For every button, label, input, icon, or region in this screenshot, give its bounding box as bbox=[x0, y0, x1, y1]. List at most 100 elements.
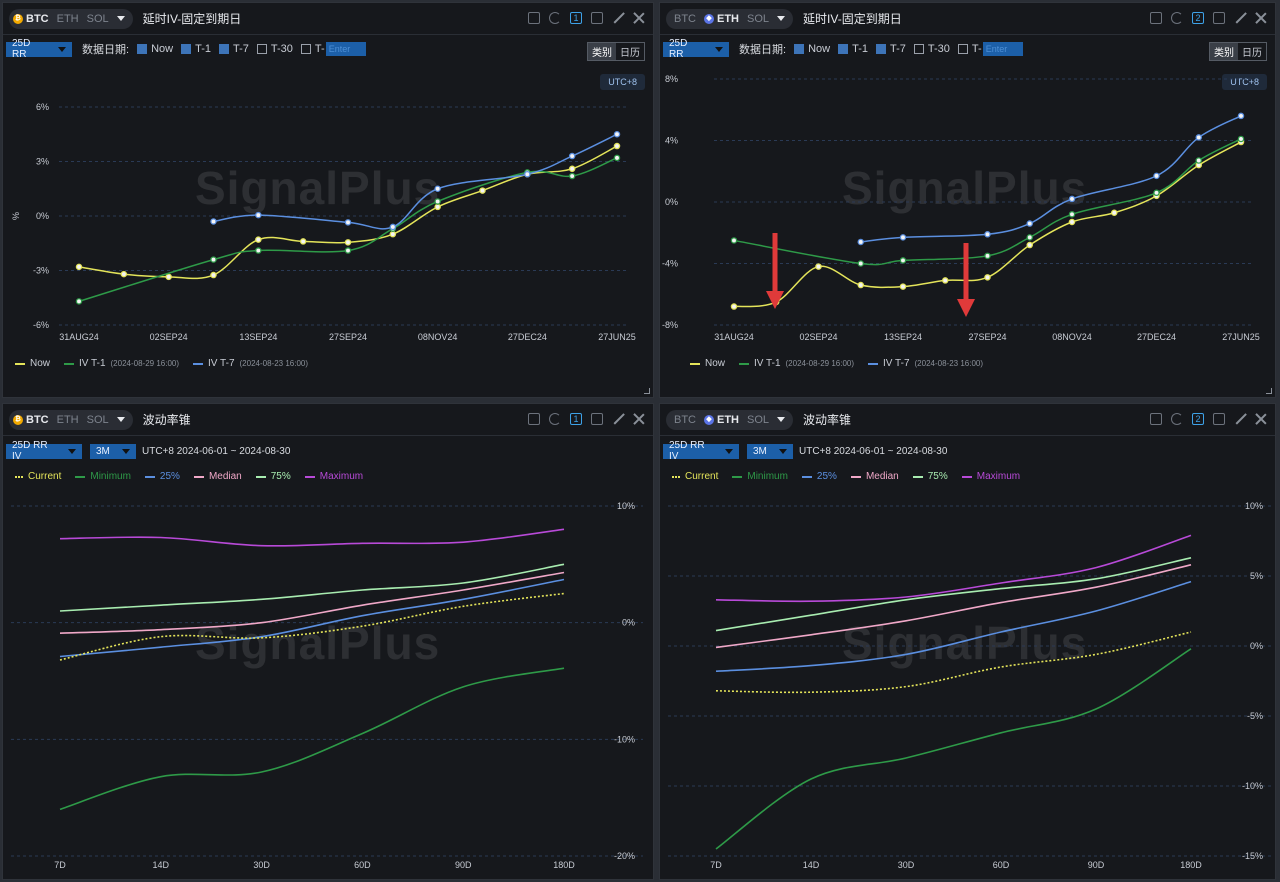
toggle-category[interactable]: 类别 bbox=[1210, 43, 1238, 60]
t-custom-input[interactable]: Enter bbox=[325, 42, 366, 56]
checkbox[interactable] bbox=[957, 44, 968, 54]
checkbox[interactable] bbox=[256, 44, 267, 54]
checkbox[interactable] bbox=[181, 44, 192, 54]
checkbox[interactable] bbox=[838, 44, 849, 54]
check-now[interactable]: Now bbox=[137, 43, 173, 55]
coin-eth[interactable]: ◆ ETH bbox=[704, 414, 739, 426]
panel-number[interactable]: 2 bbox=[1192, 12, 1204, 24]
export-icon[interactable] bbox=[528, 12, 540, 24]
check-t7[interactable]: T-7 bbox=[218, 43, 249, 55]
checkbox[interactable] bbox=[875, 44, 886, 54]
check-t-custom[interactable]: T- bbox=[300, 43, 325, 55]
legend-item[interactable]: 25% bbox=[801, 471, 837, 482]
coin-switcher[interactable]: BTC ◆ ETH SOL bbox=[666, 409, 794, 430]
legend-item[interactable]: IV T-7 (2024-08-23 16:00) bbox=[868, 358, 983, 369]
legend-item[interactable]: Now bbox=[690, 358, 725, 369]
coin-sol[interactable]: SOL bbox=[747, 413, 770, 426]
data-point bbox=[299, 238, 307, 245]
refresh-icon[interactable] bbox=[549, 12, 561, 24]
check-t7[interactable]: T-7 bbox=[875, 43, 906, 55]
y-tick-label: 6% bbox=[36, 102, 49, 112]
legend-item[interactable]: Maximum bbox=[304, 471, 363, 482]
toggle-calendar[interactable]: 日历 bbox=[1242, 48, 1262, 59]
panel-number[interactable]: 1 bbox=[570, 12, 582, 24]
coin-btc[interactable]: BTC bbox=[674, 12, 696, 25]
legend-item[interactable]: Now bbox=[15, 358, 50, 369]
legend-item[interactable]: Median bbox=[850, 471, 899, 482]
metric-select[interactable]: 25D RR IV bbox=[663, 440, 739, 462]
toggle-category[interactable]: 类别 bbox=[588, 43, 616, 60]
export-icon[interactable] bbox=[1150, 413, 1162, 425]
legend-swatch bbox=[868, 362, 879, 365]
legend-item[interactable]: IV T-1 (2024-08-29 16:00) bbox=[739, 358, 854, 369]
resize-handle[interactable] bbox=[644, 388, 650, 394]
legend-item[interactable]: 75% bbox=[255, 471, 291, 482]
metric-select[interactable]: 25D RR IV bbox=[6, 440, 82, 462]
check-t30[interactable]: T-30 bbox=[913, 43, 950, 55]
export-icon[interactable] bbox=[1150, 12, 1162, 24]
metric-select[interactable]: 25D RR bbox=[663, 38, 729, 60]
legend-item[interactable]: Median bbox=[193, 471, 242, 482]
coin-sol[interactable]: SOL bbox=[86, 12, 109, 25]
t-custom-input[interactable]: Enter bbox=[982, 42, 1023, 56]
legend-item[interactable]: IV T-1 (2024-08-29 16:00) bbox=[64, 358, 179, 369]
export-icon[interactable] bbox=[528, 413, 540, 425]
coin-eth[interactable]: ETH bbox=[56, 413, 79, 426]
legend-swatch bbox=[732, 475, 743, 478]
metric-select[interactable]: 25D RR bbox=[6, 38, 72, 60]
panel-number[interactable]: 1 bbox=[570, 413, 582, 425]
checkbox[interactable] bbox=[137, 44, 148, 54]
coin-btc[interactable]: ₿ BTC bbox=[13, 414, 49, 426]
data-point bbox=[1153, 172, 1160, 180]
refresh-icon[interactable] bbox=[1171, 413, 1183, 425]
resize-handle[interactable] bbox=[1266, 388, 1272, 394]
coin-switcher[interactable]: BTC ◆ ETH SOL bbox=[666, 8, 794, 29]
check-t1[interactable]: T-1 bbox=[838, 43, 868, 55]
legend-item[interactable]: Minimum bbox=[732, 471, 788, 482]
panel-number[interactable]: 2 bbox=[1192, 413, 1204, 425]
copy-icon[interactable] bbox=[591, 12, 603, 24]
period-select[interactable]: 3M bbox=[90, 443, 136, 459]
legend-swatch bbox=[304, 475, 315, 478]
legend-item[interactable]: Current bbox=[15, 471, 61, 482]
coin-sol[interactable]: SOL bbox=[86, 413, 109, 426]
checkbox[interactable] bbox=[913, 44, 924, 54]
legend-item[interactable]: Maximum bbox=[961, 471, 1020, 482]
legend-item[interactable]: IV T-7 (2024-08-23 16:00) bbox=[193, 358, 308, 369]
coin-btc[interactable]: BTC bbox=[674, 413, 696, 426]
copy-icon[interactable] bbox=[1213, 12, 1225, 24]
copy-icon[interactable] bbox=[1213, 413, 1225, 425]
copy-icon[interactable] bbox=[591, 413, 603, 425]
checkbox[interactable] bbox=[218, 44, 229, 54]
legend-item[interactable]: 25% bbox=[144, 471, 180, 482]
checkbox[interactable] bbox=[794, 44, 805, 54]
panel-title: 波动率锥 bbox=[142, 413, 191, 427]
view-toggle[interactable]: 类别 日历 bbox=[587, 42, 645, 61]
legend-item[interactable]: 75% bbox=[912, 471, 948, 482]
chevron-down-icon[interactable] bbox=[116, 16, 125, 21]
period-select[interactable]: 3M bbox=[747, 443, 793, 459]
chevron-down-icon[interactable] bbox=[777, 16, 786, 21]
coin-switcher[interactable]: ₿ BTC ETH SOL bbox=[9, 409, 133, 430]
check-t30[interactable]: T-30 bbox=[256, 43, 293, 55]
coin-eth[interactable]: ETH bbox=[56, 12, 79, 25]
chevron-down-icon[interactable] bbox=[777, 417, 786, 422]
check-now[interactable]: Now bbox=[794, 43, 830, 55]
x-tick-label: 30D bbox=[898, 860, 915, 870]
legend-item[interactable]: Current bbox=[672, 471, 718, 482]
legend-swatch bbox=[144, 475, 155, 478]
checkbox[interactable] bbox=[300, 44, 311, 54]
refresh-icon[interactable] bbox=[549, 413, 561, 425]
legend-label: Now bbox=[30, 358, 51, 369]
legend-item[interactable]: Minimum bbox=[75, 471, 131, 482]
coin-sol[interactable]: SOL bbox=[747, 12, 770, 25]
view-toggle[interactable]: 类别 日历 bbox=[1209, 42, 1267, 61]
check-t-custom[interactable]: T- bbox=[957, 43, 982, 55]
coin-switcher[interactable]: ₿ BTC ETH SOL bbox=[9, 8, 133, 29]
check-t1[interactable]: T-1 bbox=[181, 43, 211, 55]
coin-eth[interactable]: ◆ ETH bbox=[704, 13, 739, 25]
toggle-calendar[interactable]: 日历 bbox=[620, 48, 640, 59]
chevron-down-icon[interactable] bbox=[116, 417, 125, 422]
refresh-icon[interactable] bbox=[1171, 12, 1183, 24]
coin-btc[interactable]: ₿ BTC bbox=[13, 13, 49, 25]
